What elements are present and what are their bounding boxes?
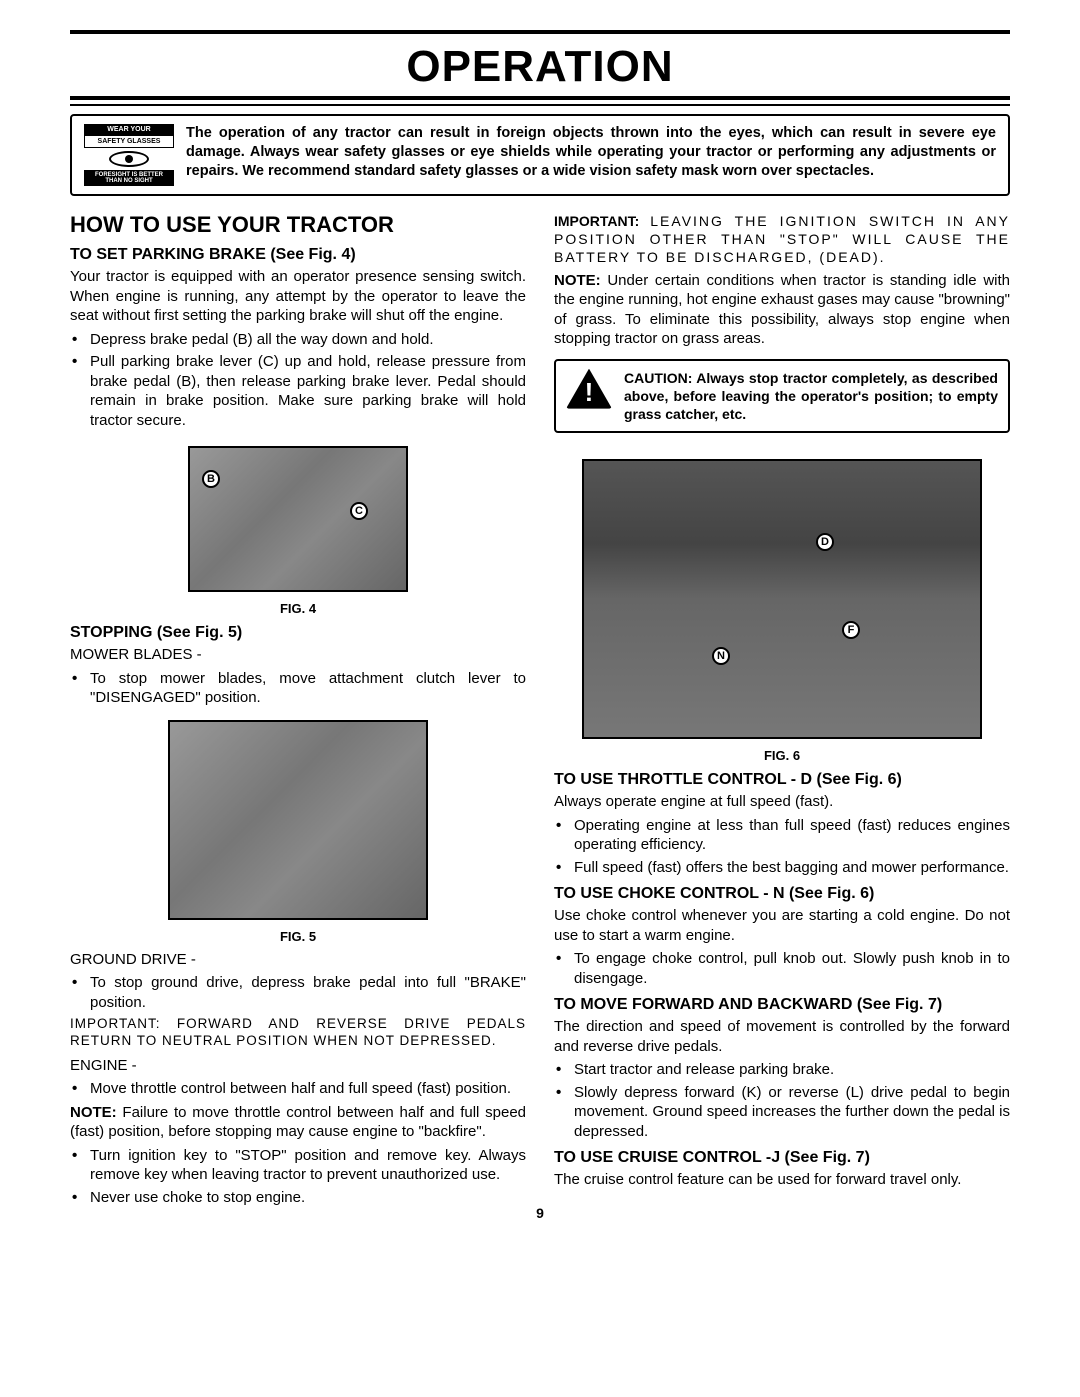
note-browning: NOTE: Under certain conditions when trac…: [554, 271, 1010, 349]
note-backfire-text: Failure to move throttle control between…: [70, 1104, 526, 1141]
safety-warning-box: WEAR YOUR SAFETY GLASSES FORESIGHT IS BE…: [70, 114, 1010, 196]
callout-b: B: [202, 470, 220, 488]
note-browning-label: NOTE:: [554, 272, 601, 289]
callout-c: C: [350, 502, 368, 520]
ground-step-1: To stop ground drive, depress brake peda…: [90, 973, 526, 1012]
mower-blades-label: MOWER BLADES -: [70, 645, 526, 665]
cruise-intro: The cruise control feature can be used f…: [554, 1170, 1010, 1190]
figure-4-caption: FIG. 4: [70, 601, 526, 616]
callout-d: D: [816, 533, 834, 551]
mower-list: To stop mower blades, move attachment cl…: [70, 669, 526, 708]
throttle-list: Operating engine at less than full speed…: [554, 816, 1010, 878]
heading-choke: TO USE CHOKE CONTROL - N (See Fig. 6): [554, 885, 1010, 903]
parking-step-2: Pull parking brake lever (C) up and hold…: [90, 352, 526, 430]
figure-5-image: [168, 720, 428, 920]
parking-intro: Your tractor is equipped with an operato…: [70, 267, 526, 326]
engine-label: ENGINE -: [70, 1056, 526, 1076]
page-title: OPERATION: [70, 42, 1010, 92]
callout-n: N: [712, 647, 730, 665]
note-browning-text: Under certain conditions when tractor is…: [554, 272, 1010, 348]
caution-text: CAUTION: Always stop tractor completely,…: [624, 369, 998, 424]
move-list: Start tractor and release parking brake.…: [554, 1060, 1010, 1141]
caution-box: CAUTION: Always stop tractor completely,…: [554, 359, 1010, 434]
badge-top: WEAR YOUR: [84, 124, 174, 135]
badge-bot: FORESIGHT IS BETTER THAN NO SIGHT: [84, 170, 174, 186]
parking-list: Depress brake pedal (B) all the way down…: [70, 330, 526, 431]
heading-parking-brake: TO SET PARKING BRAKE (See Fig. 4): [70, 246, 526, 264]
move-b1: Start tractor and release parking brake.: [574, 1060, 1010, 1080]
choke-b1: To engage choke control, pull knob out. …: [574, 949, 1010, 988]
engine-list-1: Move throttle control between half and f…: [70, 1079, 526, 1099]
rule-top-thick: [70, 30, 1010, 34]
move-intro: The direction and speed of movement is c…: [554, 1017, 1010, 1056]
safety-glasses-badge: WEAR YOUR SAFETY GLASSES FORESIGHT IS BE…: [84, 124, 174, 186]
callout-f: F: [842, 621, 860, 639]
engine-step-2: Turn ignition key to "STOP" position and…: [90, 1146, 526, 1185]
important-ignition-label: IMPORTANT:: [554, 213, 639, 229]
parking-step-1: Depress brake pedal (B) all the way down…: [90, 330, 526, 350]
ground-list: To stop ground drive, depress brake peda…: [70, 973, 526, 1012]
important-ignition: IMPORTANT: LEAVING THE IGNITION SWITCH I…: [554, 212, 1010, 267]
figure-6-caption: FIG. 6: [554, 748, 1010, 763]
figure-4-image: B C: [188, 446, 408, 592]
engine-step-1: Move throttle control between half and f…: [90, 1079, 526, 1099]
choke-intro: Use choke control whenever you are start…: [554, 906, 1010, 945]
two-column-layout: HOW TO USE YOUR TRACTOR TO SET PARKING B…: [70, 212, 1010, 1211]
heading-cruise: TO USE CRUISE CONTROL -J (See Fig. 7): [554, 1149, 1010, 1167]
figure-6: D F N FIG. 6: [554, 451, 1010, 763]
safety-warning-text: The operation of any tractor can result …: [186, 124, 996, 181]
heading-throttle: TO USE THROTTLE CONTROL - D (See Fig. 6): [554, 771, 1010, 789]
figure-5-caption: FIG. 5: [70, 929, 526, 944]
throttle-b2: Full speed (fast) offers the best baggin…: [574, 858, 1010, 878]
left-column: HOW TO USE YOUR TRACTOR TO SET PARKING B…: [70, 212, 526, 1211]
throttle-intro: Always operate engine at full speed (fas…: [554, 792, 1010, 812]
rule-mid-thick: [70, 96, 1010, 100]
throttle-b1: Operating engine at less than full speed…: [574, 816, 1010, 855]
heading-move: TO MOVE FORWARD AND BACKWARD (See Fig. 7…: [554, 996, 1010, 1014]
figure-5: FIG. 5: [70, 712, 526, 944]
engine-list-2: Turn ignition key to "STOP" position and…: [70, 1146, 526, 1208]
choke-list: To engage choke control, pull knob out. …: [554, 949, 1010, 988]
figure-6-image: D F N: [582, 459, 982, 739]
rule-mid-thin: [70, 104, 1010, 106]
badge-mid: SAFETY GLASSES: [84, 135, 174, 148]
mower-step-1: To stop mower blades, move attachment cl…: [90, 669, 526, 708]
note-backfire: NOTE: Failure to move throttle control b…: [70, 1103, 526, 1142]
note-backfire-label: NOTE:: [70, 1104, 117, 1121]
right-column: IMPORTANT: LEAVING THE IGNITION SWITCH I…: [554, 212, 1010, 1211]
eye-icon: [109, 151, 149, 167]
section-heading: HOW TO USE YOUR TRACTOR: [70, 212, 526, 238]
warning-triangle-icon: [566, 369, 612, 409]
move-b2: Slowly depress forward (K) or reverse (L…: [574, 1083, 1010, 1142]
ground-drive-label: GROUND DRIVE -: [70, 950, 526, 970]
important-drive-note: IMPORTANT: FORWARD AND REVERSE DRIVE PED…: [70, 1016, 526, 1050]
figure-4: B C FIG. 4: [70, 434, 526, 616]
page-number: 9: [70, 1205, 1010, 1221]
heading-stopping: STOPPING (See Fig. 5): [70, 624, 526, 642]
